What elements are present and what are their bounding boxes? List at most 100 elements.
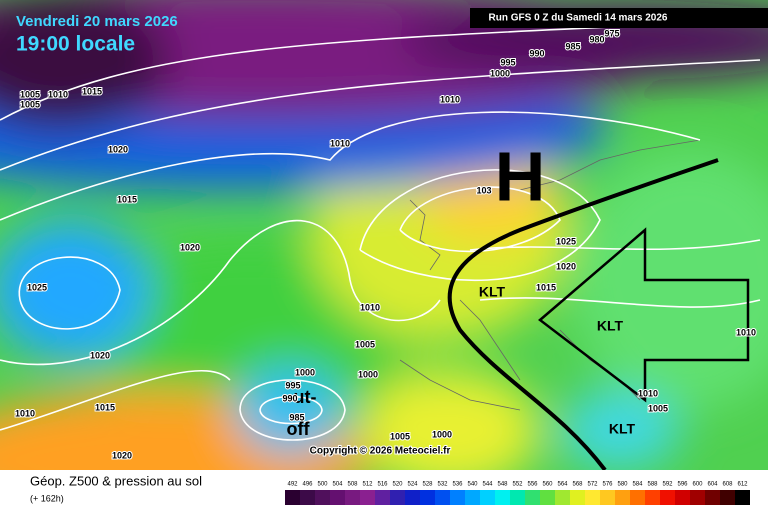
colorbar-swatch — [375, 490, 390, 505]
colorbar-swatch — [720, 490, 735, 505]
colorbar-label: 560 — [542, 482, 553, 488]
colorbar-swatch — [465, 490, 480, 505]
colorbar-label: 496 — [302, 482, 313, 488]
time: 19:00 locale — [16, 33, 135, 56]
colorbar-swatch — [405, 490, 420, 505]
colorbar-swatch — [570, 490, 585, 505]
cutoff-label: off — [287, 419, 311, 439]
colorbar-label: 564 — [557, 482, 568, 488]
colorbar-swatch — [390, 490, 405, 505]
colorbar-label: 592 — [662, 482, 673, 488]
isobar-label: 1010 — [15, 408, 35, 418]
colorbar-label: 600 — [692, 482, 703, 488]
isobar-label: 975 — [604, 28, 619, 38]
colorbar-swatch — [585, 490, 600, 505]
isobar-label: 985 — [565, 41, 580, 51]
isobar-label: 1015 — [82, 86, 102, 96]
colorbar-swatch — [480, 490, 495, 505]
colorbar-label: 532 — [437, 482, 448, 488]
colorbar-swatch — [615, 490, 630, 505]
colorbar: 492 496 500 504 508 512 516 520 524 528 532 536 540 5… — [285, 482, 750, 505]
isobar-label: 1000 — [358, 369, 378, 379]
colorbar-label: 540 — [467, 482, 478, 488]
footer-title: Géop. Z500 & pression au sol — [30, 473, 202, 488]
isobar-label: 995 — [500, 57, 515, 67]
colorbar-label: 604 — [707, 482, 718, 488]
run-box — [470, 8, 768, 28]
colorbar-label: 576 — [602, 482, 613, 488]
isobar-label: 1000 — [432, 429, 452, 439]
isobar-label: 1020 — [556, 261, 576, 271]
colorbar-label: 568 — [572, 482, 583, 488]
colorbar-label: 520 — [392, 482, 403, 488]
isobar-label: 1000 — [295, 367, 315, 377]
colorbar-label: 588 — [647, 482, 658, 488]
colorbar-label: 584 — [632, 482, 643, 488]
colorbar-swatch — [690, 490, 705, 505]
isobar-label: 995 — [285, 380, 300, 390]
colorbar-label: 556 — [527, 482, 538, 488]
copyright: Copyright © 2026 Meteociel.fr — [310, 446, 451, 457]
klt-label: KLT — [597, 318, 624, 334]
isobar-labels: 1005 1005 1010 1015 1020 1015 1010 1020 1025 1020… — [14, 27, 757, 461]
isobar-label: 103 — [476, 185, 491, 195]
colorbar-swatch — [600, 490, 615, 505]
colorbar-label: 536 — [452, 482, 463, 488]
colorbar-swatch — [360, 490, 375, 505]
colorbar-swatch — [645, 490, 660, 505]
colorbar-label: 596 — [677, 482, 688, 488]
colorbar-label: 572 — [587, 482, 598, 488]
colorbar-swatch — [495, 490, 510, 505]
colorbar-label: 544 — [482, 482, 493, 488]
colorbar-label: 516 — [377, 482, 388, 488]
isobar-label: 1005 — [355, 339, 375, 349]
colorbar-swatch — [525, 490, 540, 505]
colorbar-swatch — [705, 490, 720, 505]
colorbar-swatch — [435, 490, 450, 505]
date: Vendredi 20 mars 2026 — [16, 13, 178, 30]
isobar-label: 1010 — [360, 302, 380, 312]
colorbar-swatch — [630, 490, 645, 505]
colorbar-swatch — [510, 490, 525, 505]
isobar-label: 1010 — [440, 94, 460, 104]
colorbar-label: 528 — [422, 482, 433, 488]
colorbar-swatch — [345, 490, 360, 505]
klt-label: KLT — [479, 284, 506, 300]
colorbar-swatch — [420, 490, 435, 505]
colorbar-label: 548 — [497, 482, 508, 488]
colorbar-label: 552 — [512, 482, 523, 488]
cutoff-label: ut- — [294, 387, 317, 407]
colorbar-label: 500 — [317, 482, 328, 488]
colorbar-swatch — [540, 490, 555, 505]
colorbar-swatch — [450, 490, 465, 505]
colorbar-swatch — [735, 490, 750, 505]
colorbar-label: 524 — [407, 482, 418, 488]
colorbar-swatch — [675, 490, 690, 505]
colorbar-swatch — [330, 490, 345, 505]
colorbar-swatch — [315, 490, 330, 505]
isobar-label: 1025 — [27, 282, 47, 292]
isobar-label: 980 — [589, 34, 604, 44]
isobar-label: 990 — [282, 393, 297, 403]
footer-lead: (+ 162h) — [30, 493, 64, 503]
isobar-label: 990 — [529, 48, 544, 58]
isobar-label: 1025 — [556, 236, 576, 246]
colorbar-label: 580 — [617, 482, 628, 488]
colorbar-label: 504 — [332, 482, 343, 488]
colorbar-swatch — [555, 490, 570, 505]
colorbar-label: 512 — [362, 482, 373, 488]
run-label: Run GFS 0 Z du Samedi 14 mars 2026 — [489, 13, 668, 24]
isobar-label: 1015 — [95, 402, 115, 412]
isobar-label: 1005 — [390, 431, 410, 441]
isobar-label: 1020 — [108, 144, 128, 154]
high-label: H — [495, 137, 546, 215]
isobar-label: 1010 — [736, 327, 756, 337]
colorbar-label: 612 — [737, 482, 748, 488]
isobar-label: 1020 — [112, 450, 132, 460]
colorbar-swatch — [300, 490, 315, 505]
isobar-label: 1015 — [536, 282, 556, 292]
isobar-label: 1005 — [20, 89, 40, 99]
isobar-label: 1010 — [330, 138, 350, 148]
klt-label: KLT — [609, 421, 636, 437]
